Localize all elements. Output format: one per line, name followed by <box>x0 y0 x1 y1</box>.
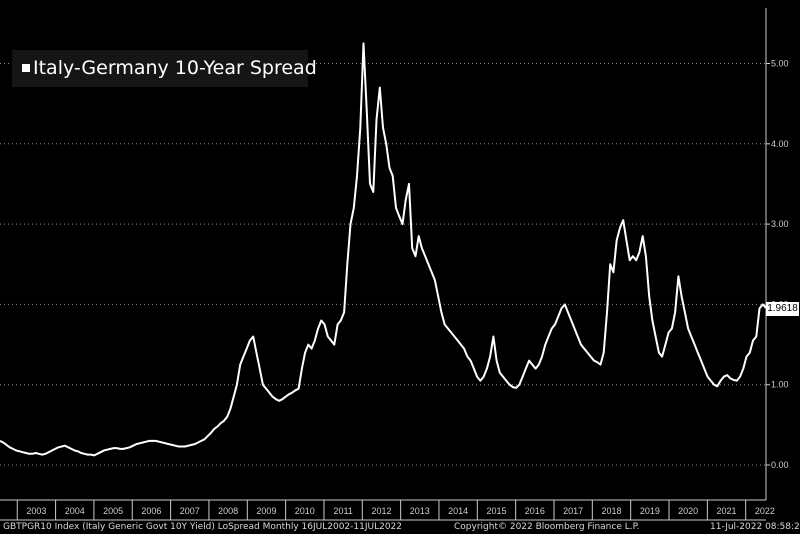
legend-label: Italy-Germany 10-Year Spread <box>33 57 317 79</box>
last-value-tag: 1.9618 <box>766 302 799 316</box>
x-tick-label: 2018 <box>601 506 621 516</box>
footer-timestamp: 11-Jul-2022 08:58:24 <box>710 522 800 532</box>
x-tick-label: 2003 <box>26 506 46 516</box>
x-tick-label: 2014 <box>448 506 468 516</box>
x-tick-label: 2020 <box>678 506 698 516</box>
x-tick-label: 2016 <box>525 506 545 516</box>
x-tick-label: 2022 <box>755 506 775 516</box>
y-tick-label: 5.00 <box>771 59 789 69</box>
y-tick-label: 3.00 <box>771 219 789 229</box>
legend: Italy-Germany 10-Year Spread <box>12 50 317 87</box>
x-tick-label: 2009 <box>256 506 276 516</box>
legend-swatch <box>22 64 30 72</box>
y-tick-label: 4.00 <box>771 139 789 149</box>
x-tick-label: 2007 <box>180 506 200 516</box>
x-tick-label: 2004 <box>65 506 85 516</box>
x-tick-label: 2012 <box>371 506 391 516</box>
x-tick-label: 2006 <box>141 506 161 516</box>
x-tick-label: 2010 <box>295 506 315 516</box>
x-tick-label: 2005 <box>103 506 123 516</box>
x-tick-label: 2011 <box>333 506 352 516</box>
y-tick-label: 1.00 <box>771 380 789 390</box>
x-tick-label: 2017 <box>563 506 583 516</box>
y-tick-label: 0.00 <box>771 460 789 470</box>
series-line <box>0 42 767 457</box>
x-tick-label: 2013 <box>410 506 430 516</box>
footer-copyright: Copyright© 2022 Bloomberg Finance L.P. <box>454 522 640 532</box>
footer-security-description: GBTPGR10 Index (Italy Generic Govt 10Y Y… <box>3 522 403 532</box>
x-tick-label: 2021 <box>716 506 736 516</box>
x-tick-label: 2008 <box>218 506 238 516</box>
x-tick-label: 2015 <box>486 506 506 516</box>
x-tick-label: 2019 <box>640 506 660 516</box>
